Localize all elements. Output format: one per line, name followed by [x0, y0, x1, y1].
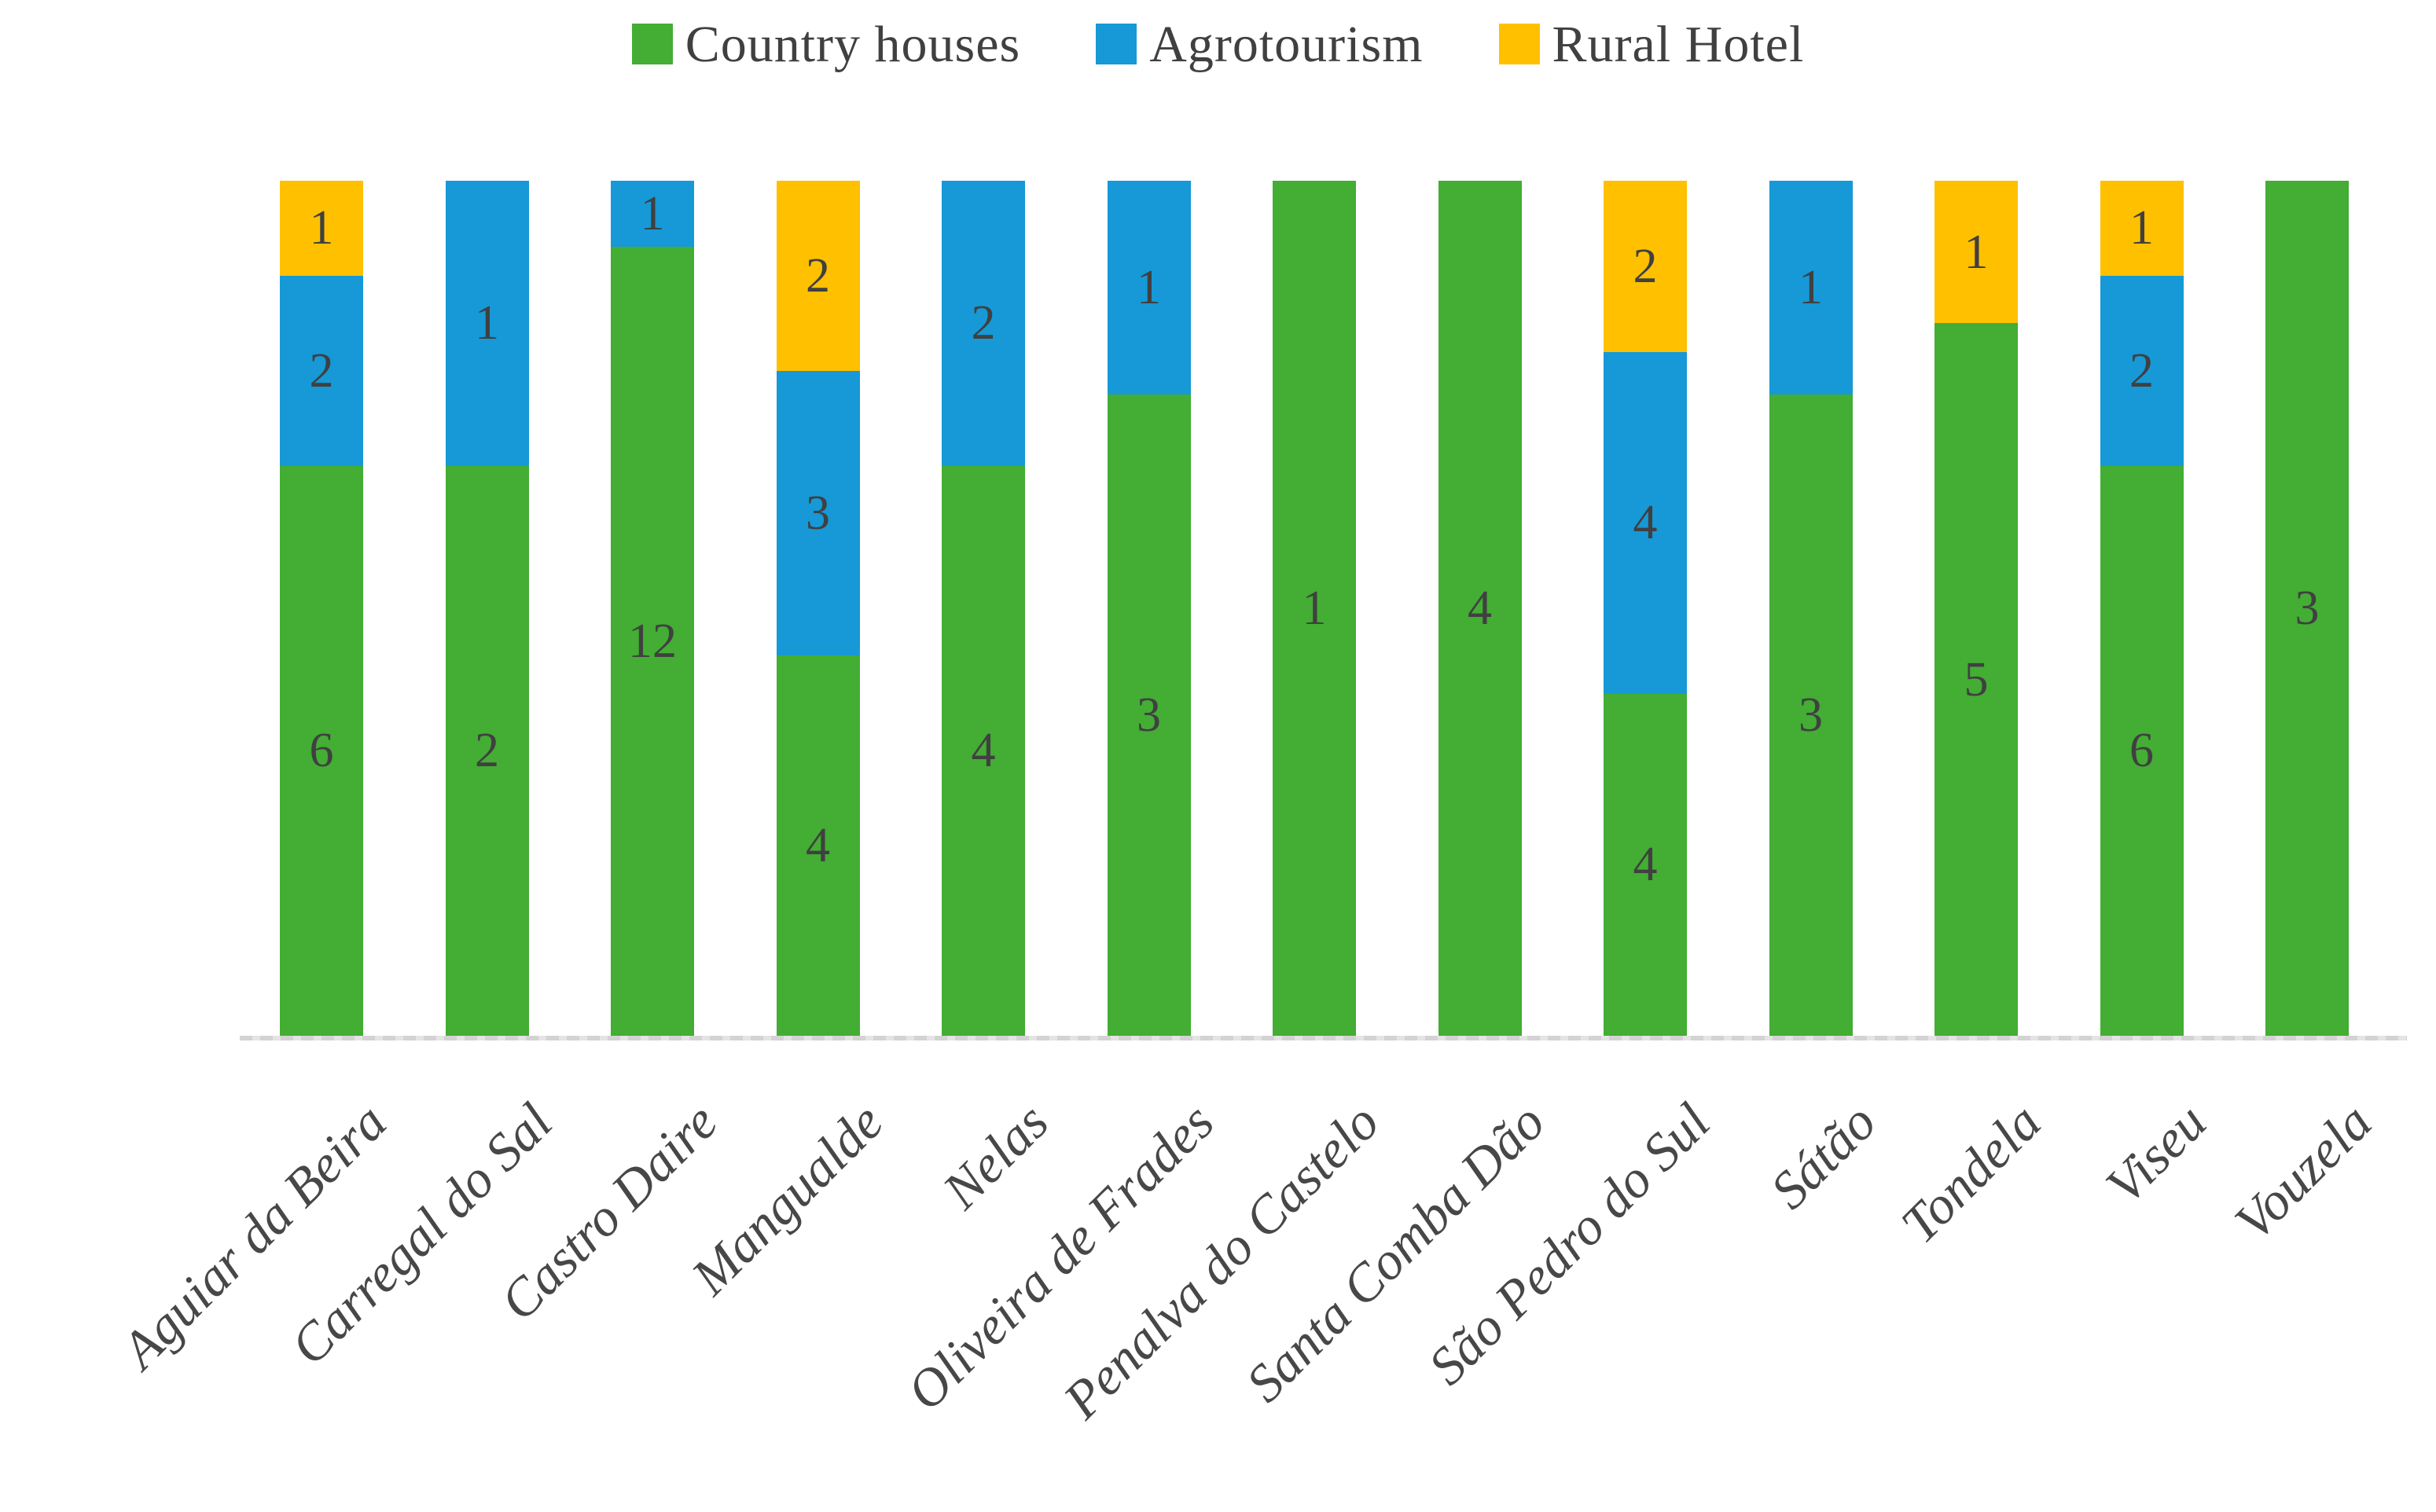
bar-penalva-do-castelo: 1 — [1273, 181, 1356, 1036]
value-label: 12 — [628, 614, 677, 668]
segment-country-houses: 3 — [1107, 395, 1191, 1036]
segment-country-houses: 6 — [280, 465, 363, 1036]
bar-mangualde: 2 3 4 — [776, 181, 860, 1036]
segment-country-houses: 6 — [2100, 465, 2184, 1036]
x-axis-line — [240, 1036, 2407, 1040]
bar-viseu: 1 2 6 — [2100, 181, 2184, 1036]
legend-swatch-agrotourism — [1096, 24, 1137, 64]
value-label: 6 — [309, 724, 334, 778]
value-label: 5 — [1964, 652, 1989, 706]
bar-vouzela: 3 — [2265, 181, 2349, 1036]
value-label: 1 — [309, 201, 334, 255]
value-label: 3 — [1799, 688, 1823, 742]
segment-rural-hotel: 1 — [280, 181, 363, 276]
x-axis-label-penalva-do-castelo: Penalva do Castelo — [1052, 1092, 1391, 1430]
segment-agrotourism: 1 — [1769, 181, 1853, 395]
segment-agrotourism: 1 — [1107, 181, 1191, 395]
value-label: 1 — [1964, 225, 1989, 279]
segment-agrotourism: 2 — [942, 181, 1025, 466]
x-axis-label-vouzela: Vouzela — [2223, 1092, 2383, 1252]
legend-label-agrotourism: Agrotourism — [1149, 16, 1424, 73]
segment-agrotourism: 2 — [2100, 275, 2184, 466]
segment-agrotourism: 1 — [611, 181, 694, 247]
value-label: 1 — [475, 296, 499, 350]
value-label: 1 — [1137, 261, 1161, 314]
segment-rural-hotel: 2 — [776, 181, 860, 371]
value-label: 4 — [1633, 496, 1658, 550]
value-label: 2 — [1633, 239, 1658, 293]
segment-country-houses: 3 — [1769, 395, 1853, 1036]
value-label: 2 — [475, 724, 499, 778]
value-label: 2 — [806, 248, 830, 303]
x-axis-label-santa-comba-dao: Santa Comba Dão — [1234, 1092, 1556, 1414]
value-label: 2 — [971, 296, 996, 350]
value-label: 1 — [2129, 201, 2154, 255]
bar-santa-comba-dao: 4 — [1438, 181, 1522, 1036]
legend-swatch-rural-hotel — [1498, 24, 1540, 64]
value-label: 6 — [2129, 724, 2154, 778]
legend-swatch-country-houses — [631, 24, 673, 64]
legend-item-rural-hotel: Rural Hotel — [1498, 16, 1805, 73]
segment-country-houses: 3 — [2265, 181, 2349, 1036]
segment-rural-hotel: 1 — [1934, 181, 2018, 324]
value-label: 4 — [806, 819, 830, 873]
segment-country-houses: 4 — [1438, 181, 1522, 1036]
value-label: 1 — [640, 186, 665, 240]
value-label: 4 — [1468, 582, 1492, 635]
segment-country-houses: 12 — [611, 246, 694, 1036]
legend-label-rural-hotel: Rural Hotel — [1552, 16, 1805, 73]
value-label: 2 — [2129, 343, 2154, 398]
legend-item-agrotourism: Agrotourism — [1096, 17, 1423, 71]
segment-country-houses: 2 — [445, 465, 529, 1036]
segment-rural-hotel: 2 — [1604, 181, 1687, 352]
x-axis-label-nelas: Nelas — [931, 1092, 1060, 1220]
value-label: 3 — [806, 486, 830, 541]
segment-country-houses: 5 — [1934, 323, 2018, 1036]
segment-agrotourism: 4 — [1604, 351, 1687, 694]
bar-sao-pedro-do-sul: 2 4 4 — [1604, 181, 1687, 1036]
x-axis-label-oliveira-de-frades: Oliveira de Frades — [895, 1092, 1225, 1422]
segment-country-houses: 4 — [776, 655, 860, 1036]
segment-country-houses: 1 — [1273, 181, 1356, 1036]
x-axis-label-tondela: Tondela — [1889, 1092, 2052, 1255]
legend-item-country-houses: Country houses — [631, 16, 1021, 73]
x-axis-label-satao: Sátão — [1758, 1092, 1887, 1220]
segment-country-houses: 4 — [942, 465, 1025, 1036]
legend-label-country-houses: Country houses — [685, 16, 1021, 73]
legend: Country houses Agrotourism Rural Hotel — [0, 17, 2436, 71]
value-label: 2 — [309, 343, 334, 398]
value-label: 4 — [1633, 838, 1658, 892]
segment-rural-hotel: 1 — [2100, 181, 2184, 276]
segment-agrotourism: 3 — [776, 370, 860, 656]
segment-agrotourism: 1 — [445, 181, 529, 466]
value-label: 1 — [1302, 582, 1327, 635]
bar-aguiar-da-beira: 1 2 6 — [280, 181, 363, 1036]
segment-agrotourism: 2 — [280, 275, 363, 466]
segment-country-houses: 4 — [1604, 693, 1687, 1036]
x-axis-label-sao-pedro-do-sul: São Pedro do Sul — [1416, 1092, 1721, 1396]
value-label: 1 — [1799, 261, 1823, 314]
value-label: 4 — [971, 724, 996, 778]
x-axis-label-viseu: Viseu — [2094, 1092, 2218, 1216]
value-label: 3 — [1137, 688, 1161, 742]
value-label: 3 — [2295, 582, 2320, 635]
bar-castro-daire: 1 12 — [611, 181, 694, 1036]
